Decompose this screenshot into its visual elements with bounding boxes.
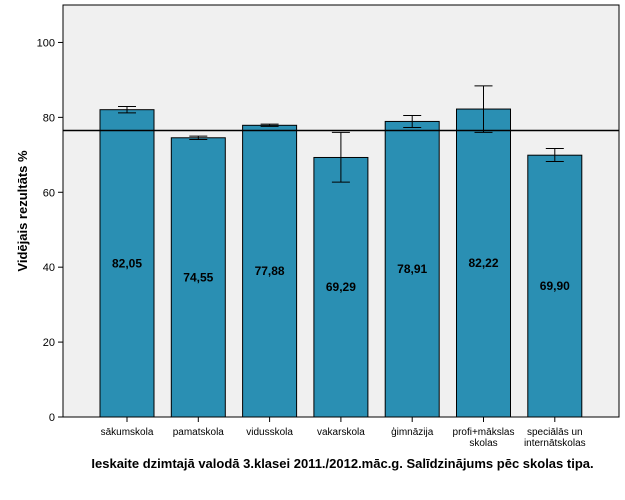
data-label: 77,88 xyxy=(255,264,285,278)
y-axis: 0 20 40 60 80 100 xyxy=(37,37,63,424)
bar xyxy=(242,124,298,418)
x-tick-label: internātskolas xyxy=(524,438,586,449)
y-axis-label: Vidējais rezultāts % xyxy=(15,150,30,272)
value-labels-group: 82,05 74,55 77,88 69,29 78,91 82,22 69,90 xyxy=(112,256,570,294)
data-label: 69,29 xyxy=(326,280,356,294)
x-tick-label: pamatskola xyxy=(173,427,225,438)
data-label: 74,55 xyxy=(183,270,213,284)
x-axis-title: Ieskaite dzimtajā valodā 3.klasei 2011./… xyxy=(91,456,594,471)
bar xyxy=(313,156,369,418)
x-tick-label: skolas xyxy=(469,438,497,449)
data-label: 69,90 xyxy=(540,279,570,293)
x-tick-label: sākumskola xyxy=(101,427,154,438)
data-label: 78,91 xyxy=(397,262,427,276)
bars-group xyxy=(99,108,583,418)
y-tick-label: 20 xyxy=(43,337,55,349)
data-label: 82,22 xyxy=(468,256,498,270)
x-axis: sākumskola pamatskola vidusskola vakarskola… xyxy=(101,417,586,449)
x-tick-label: profi+mākslas xyxy=(453,427,515,438)
bar xyxy=(99,109,155,418)
y-tick-label: 60 xyxy=(43,187,55,199)
y-tick-label: 100 xyxy=(37,37,55,49)
x-tick-label: ģimnāzija xyxy=(391,425,434,438)
bar xyxy=(527,154,583,418)
y-tick-label: 80 xyxy=(43,112,55,124)
x-tick-label: speciālās un xyxy=(527,427,583,438)
y-tick-label: 40 xyxy=(43,262,55,274)
x-tick-label: vidusskola xyxy=(246,427,293,438)
data-label: 82,05 xyxy=(112,256,142,270)
y-tick-label: 0 xyxy=(49,412,55,424)
bar xyxy=(384,120,440,418)
x-tick-label: vakarskola xyxy=(317,427,365,438)
error-bars-group xyxy=(118,85,564,183)
